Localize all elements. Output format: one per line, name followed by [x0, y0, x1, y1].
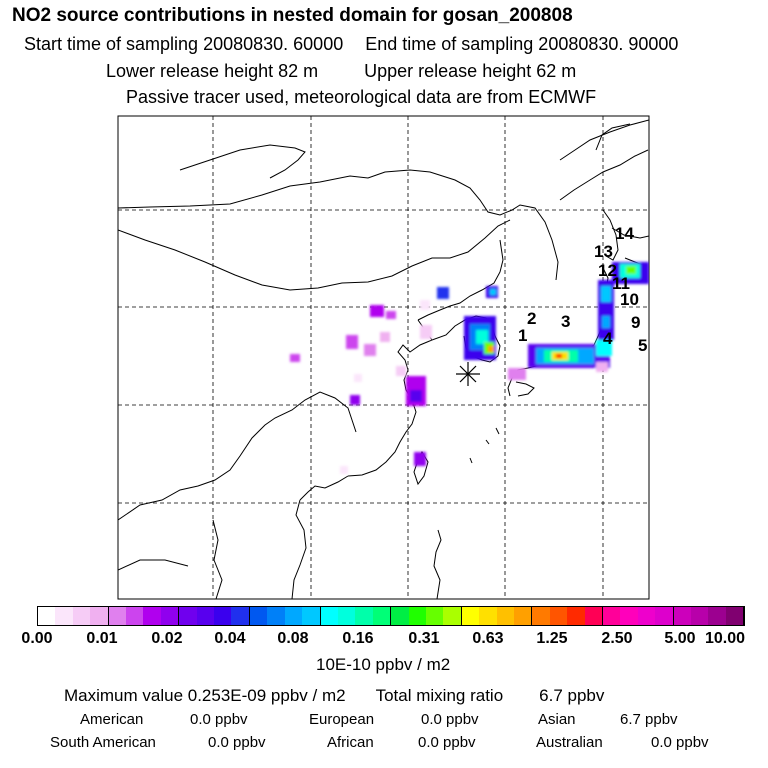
map-title: NO2 source contributions in nested domai…	[12, 5, 573, 26]
colorbar-tick: 0.63	[472, 630, 504, 647]
colorbar-swatch	[72, 607, 91, 625]
colorbar-swatch	[337, 607, 356, 625]
region-value: 0.0 ppbv	[208, 734, 266, 751]
colorbar-swatch	[108, 607, 127, 625]
colorbar-swatch	[55, 607, 73, 625]
colorbar-tick: 10.00	[704, 630, 746, 647]
colorbar-swatch	[691, 607, 709, 625]
region-number: 11	[612, 274, 630, 293]
colorbar-swatch	[584, 607, 603, 625]
colorbar-tick: 0.00	[21, 630, 53, 647]
upper-release-label: Upper release height 62 m	[364, 61, 577, 81]
colorbar-swatch	[673, 607, 692, 625]
region-value: 6.7 ppbv	[620, 711, 678, 728]
colorbar-swatch	[567, 607, 585, 625]
colorbar-swatch	[603, 607, 621, 625]
region-name: South American	[50, 734, 156, 751]
max-value-label: Maximum value 0.253E-09 ppbv / m2	[64, 686, 346, 705]
colorbar-swatch	[302, 607, 321, 625]
colorbar-tick: 0.31	[408, 630, 440, 647]
colorbar-swatch	[284, 607, 303, 625]
colorbar-tick: 2.50	[601, 630, 633, 647]
colorbar-swatch	[708, 607, 726, 625]
colorbar-swatch	[126, 607, 144, 625]
sampling-times: Start time of sampling 20080830. 60000 En…	[24, 34, 678, 55]
colorbar-swatch	[179, 607, 197, 625]
region-value: 0.0 ppbv	[418, 734, 476, 751]
colorbar-swatch	[267, 607, 285, 625]
region-value: 0.0 ppbv	[190, 711, 248, 728]
colorbar	[37, 606, 745, 626]
colorbar-swatch	[620, 607, 638, 625]
region-name: European	[309, 711, 375, 728]
region-number: 3	[561, 312, 570, 331]
lower-release-label: Lower release height 82 m	[106, 61, 319, 81]
colorbar-swatch	[461, 607, 480, 625]
region-number: 2	[527, 309, 536, 328]
colorbar-swatch	[372, 607, 392, 625]
colorbar-swatch	[38, 607, 56, 625]
total-mixing-label: Total mixing ratio	[375, 686, 504, 705]
region-number: 14	[615, 224, 634, 243]
end-time-label: End time of sampling 20080830. 90000	[365, 34, 679, 54]
colorbar-swatch	[637, 607, 656, 625]
receptor-asterisk-marker	[456, 362, 480, 386]
colorbar-swatch	[443, 607, 462, 625]
region-number: 13	[594, 242, 613, 261]
graticule	[118, 116, 649, 599]
start-time-label: Start time of sampling 20080830. 60000	[24, 34, 344, 54]
tracer-info: Passive tracer used, meteorological data…	[126, 87, 597, 107]
colorbar-swatch	[479, 607, 497, 625]
total-mixing-value: 6.7 ppbv	[539, 686, 605, 705]
colorbar-tick: 0.04	[214, 630, 246, 647]
colorbar-swatch	[496, 607, 514, 625]
concentration-field	[290, 262, 649, 474]
colorbar-swatch	[355, 607, 373, 625]
colorbar-swatch	[532, 607, 550, 625]
region-number: 4	[603, 329, 613, 348]
region-number: 12	[598, 261, 617, 280]
colorbar-swatch	[408, 607, 426, 625]
colorbar-swatch	[513, 607, 533, 625]
region-number: 5	[638, 336, 647, 355]
colorbar-swatch	[725, 607, 745, 625]
colorbar-tick: 0.08	[277, 630, 309, 647]
colorbar-swatch	[231, 607, 250, 625]
colorbar-swatch	[320, 607, 338, 625]
colorbar-swatch	[143, 607, 161, 625]
region-name: African	[327, 734, 374, 751]
region-number: 1	[518, 326, 527, 345]
colorbar-swatch	[160, 607, 180, 625]
colorbar-swatch	[655, 607, 674, 625]
colorbar-swatch	[196, 607, 215, 625]
region-name: Australian	[536, 734, 603, 751]
colorbar-tick: 0.02	[151, 630, 183, 647]
region-number: 9	[631, 313, 640, 332]
colorbar-swatch	[249, 607, 268, 625]
release-heights: Lower release height 82 m Upper release h…	[106, 61, 576, 82]
colorbar-swatch	[90, 607, 109, 625]
colorbar-tick: 0.16	[342, 630, 374, 647]
region-number: 10	[620, 290, 639, 309]
colorbar-swatch	[214, 607, 232, 625]
region-value: 0.0 ppbv	[651, 734, 709, 751]
region-name: Asian	[538, 711, 576, 728]
colorbar-tick: 5.00	[664, 630, 696, 647]
summary-line: Maximum value 0.253E-09 ppbv / m2 Total m…	[64, 686, 604, 706]
region-name: American	[80, 711, 144, 728]
colorbar-tick: 0.01	[86, 630, 118, 647]
colorbar-swatch	[425, 607, 444, 625]
colorbar-swatch	[391, 607, 409, 625]
colorbar-unit: 10E-10 ppbv / m2	[316, 655, 451, 674]
region-value: 0.0 ppbv	[421, 711, 479, 728]
colorbar-swatch	[549, 607, 568, 625]
colorbar-tick: 1.25	[536, 630, 568, 647]
